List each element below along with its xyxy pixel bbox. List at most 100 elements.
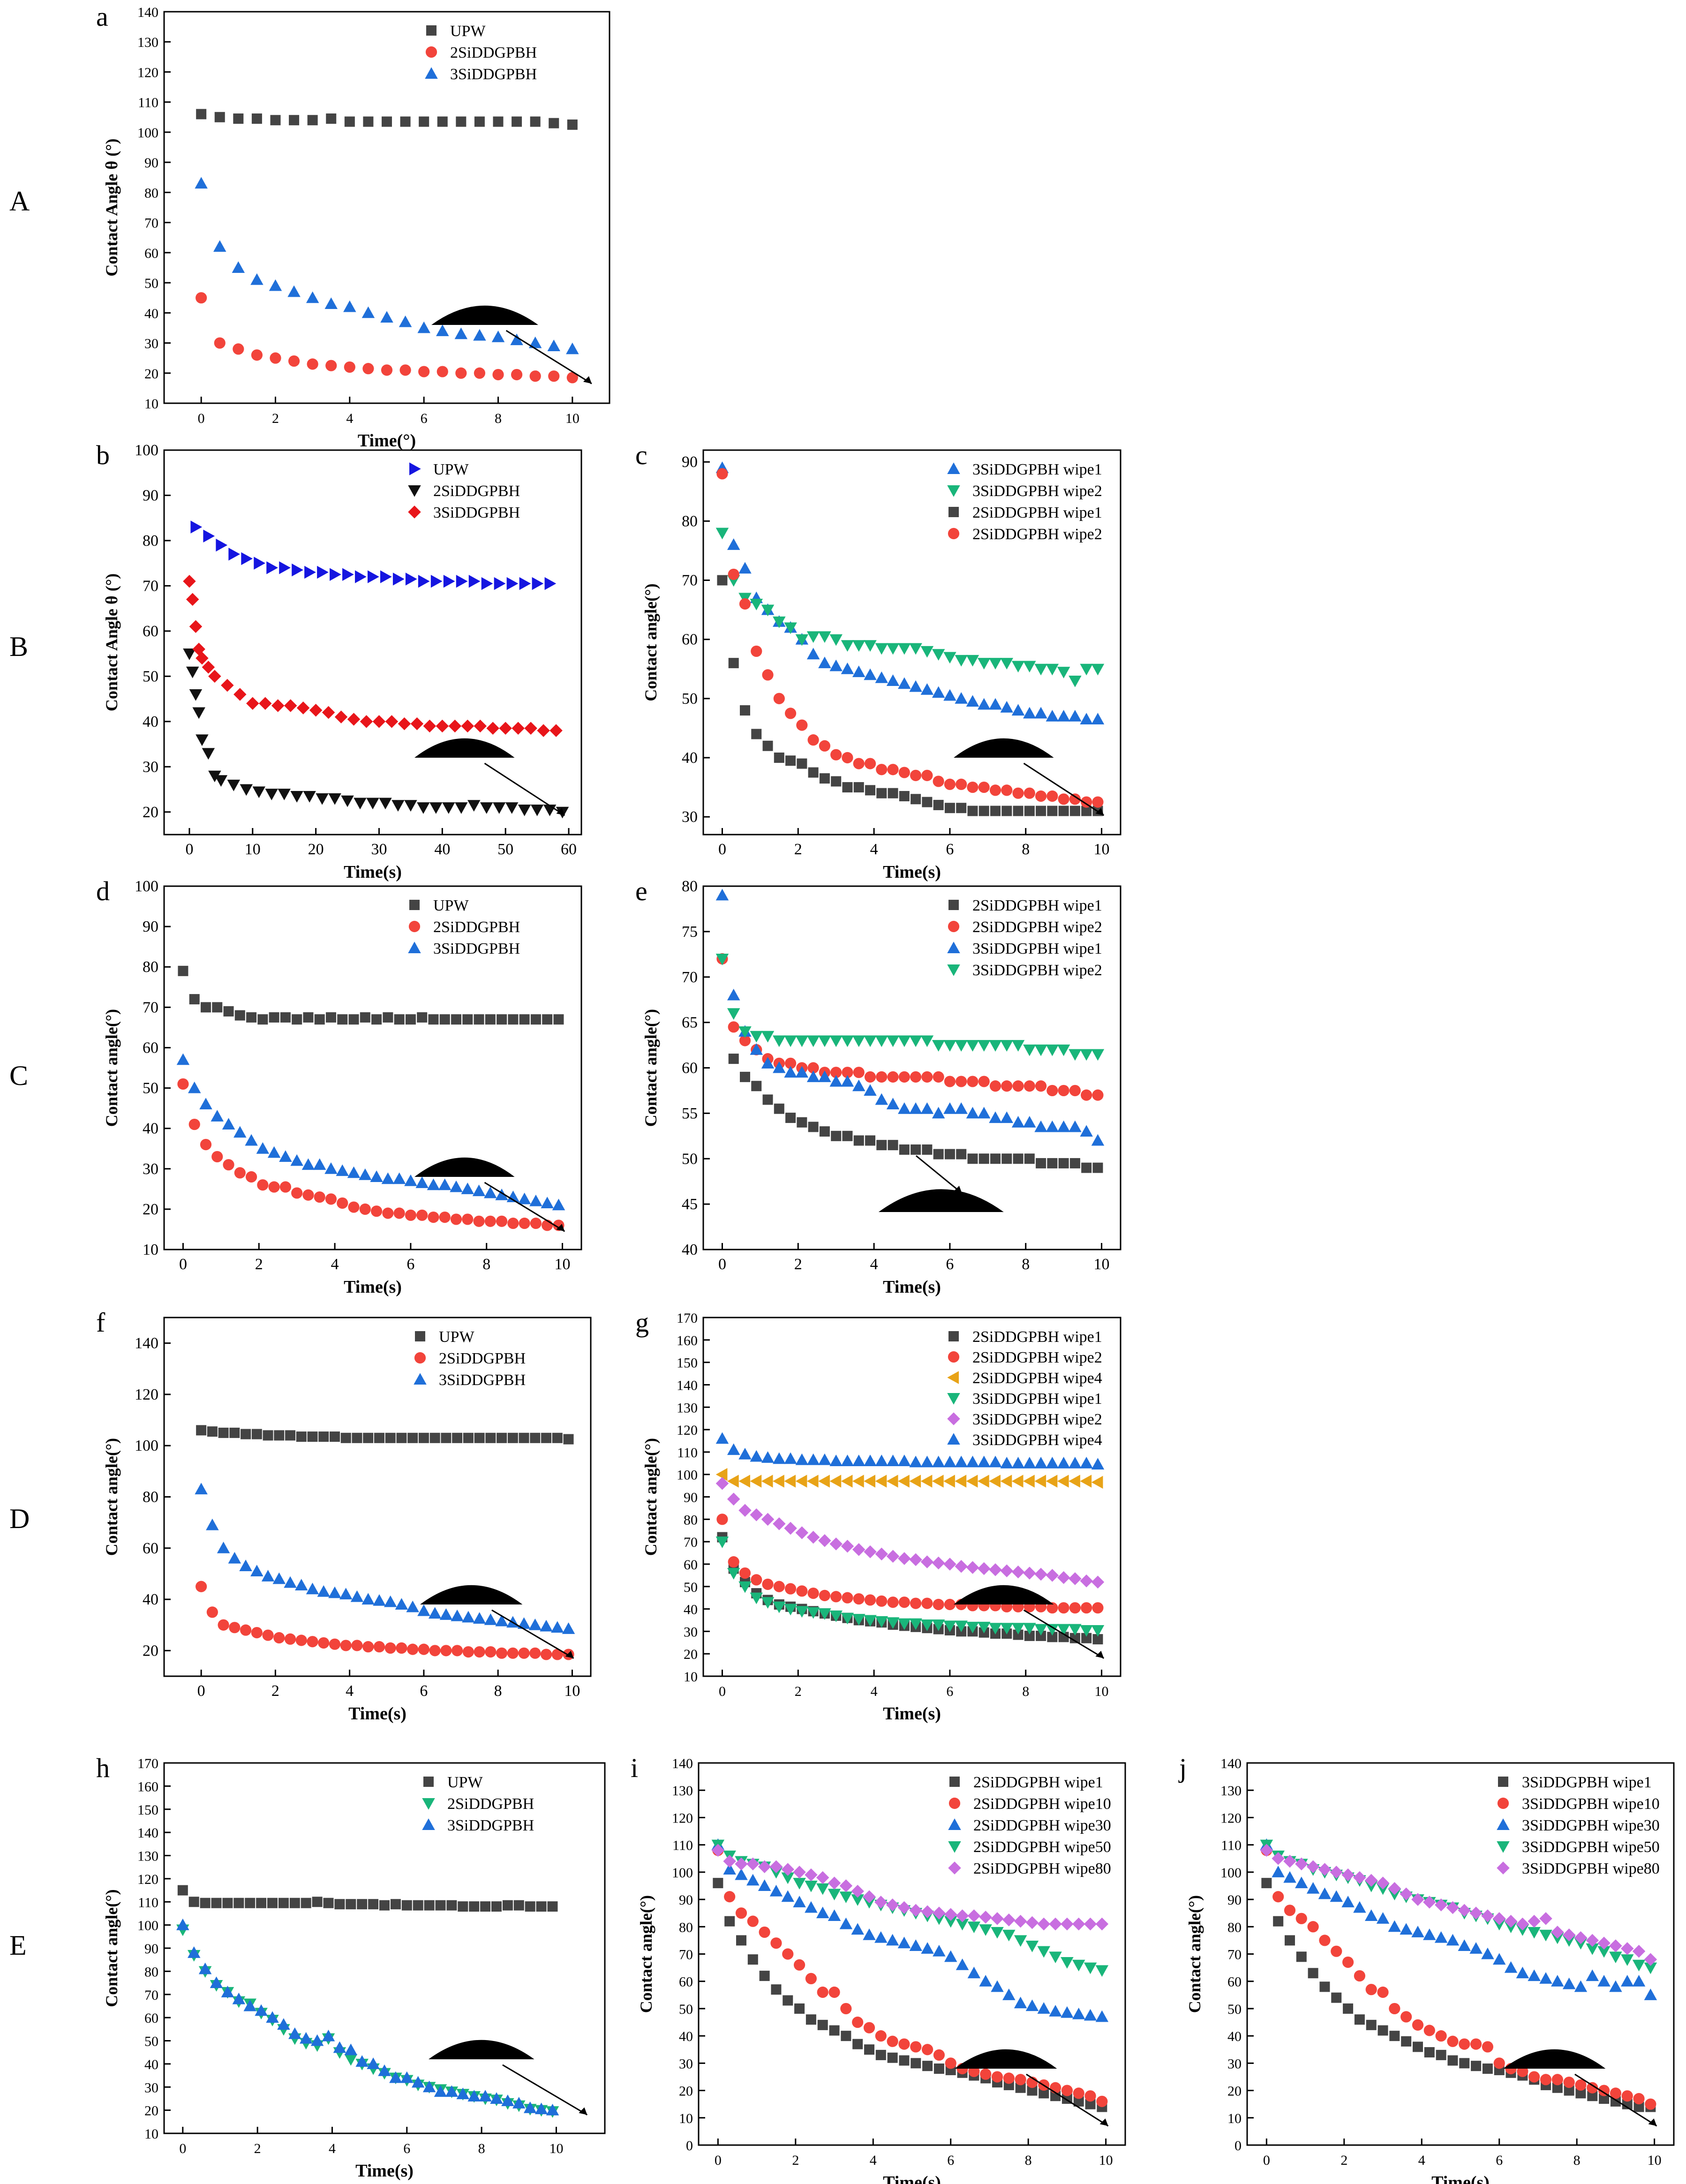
x-axis-label: Time(s) bbox=[883, 1704, 941, 1724]
data-point bbox=[932, 1040, 945, 1052]
data-point bbox=[1069, 1475, 1080, 1488]
legend-label: 3SiDDGPBH wipe80 bbox=[1522, 1860, 1660, 1877]
data-point bbox=[451, 1014, 461, 1025]
data-point bbox=[355, 2055, 369, 2067]
data-point bbox=[1272, 1891, 1284, 1903]
data-point bbox=[357, 1899, 368, 1910]
data-point bbox=[943, 1455, 956, 1468]
legend-label: 3SiDDGPBH bbox=[439, 1371, 526, 1389]
x-tick-label: 10 bbox=[1099, 2153, 1113, 2168]
data-point bbox=[1000, 1457, 1014, 1469]
data-point bbox=[956, 1909, 969, 1922]
y-tick-label: 120 bbox=[137, 1872, 158, 1887]
y-tick-label: 50 bbox=[143, 1080, 158, 1097]
data-point bbox=[455, 367, 467, 379]
legend-label: 3SiDDGPBH wipe1 bbox=[972, 461, 1102, 478]
data-point bbox=[1574, 1931, 1588, 1944]
data-point bbox=[1091, 1476, 1103, 1489]
y-tick-label: 30 bbox=[143, 1160, 158, 1178]
data-point bbox=[1058, 806, 1069, 816]
data-point bbox=[1341, 1896, 1355, 1907]
data-point bbox=[921, 1071, 933, 1083]
data-point bbox=[943, 1558, 956, 1571]
data-point bbox=[1284, 1905, 1296, 1916]
data-point bbox=[1091, 663, 1105, 676]
data-point bbox=[1283, 1854, 1296, 1868]
data-point bbox=[852, 640, 866, 652]
legend-label: 2SiDDGPBH wipe30 bbox=[973, 1817, 1111, 1834]
data-point bbox=[793, 1959, 805, 1971]
data-point bbox=[243, 1999, 256, 2011]
arrow-head-icon bbox=[1095, 1650, 1104, 1658]
data-point bbox=[317, 1585, 331, 1597]
data-point bbox=[1011, 661, 1025, 673]
data-point bbox=[201, 1002, 211, 1013]
y-tick-label: 60 bbox=[144, 246, 158, 261]
data-point bbox=[269, 279, 282, 291]
legend-label: 2SiDDGPBH wipe1 bbox=[972, 504, 1102, 521]
data-point bbox=[1330, 1890, 1343, 1902]
x-tick-label: 0 bbox=[719, 1684, 726, 1699]
data-point bbox=[887, 1597, 899, 1608]
data-point bbox=[966, 655, 979, 667]
data-point bbox=[852, 1543, 866, 1556]
data-point bbox=[469, 1901, 480, 1912]
data-point bbox=[563, 1434, 574, 1445]
data-point bbox=[384, 1595, 397, 1607]
y-tick-label: 130 bbox=[672, 1783, 693, 1799]
data-point bbox=[1330, 1866, 1343, 1879]
data-point bbox=[991, 2071, 1003, 2083]
data-point bbox=[750, 1450, 763, 1462]
y-tick-label: 100 bbox=[135, 878, 158, 895]
data-point bbox=[271, 699, 285, 712]
data-point bbox=[750, 1592, 763, 1604]
y-tick-label: 70 bbox=[684, 1535, 698, 1550]
data-point bbox=[899, 791, 910, 801]
data-point bbox=[1057, 1120, 1070, 1132]
data-point bbox=[1027, 2085, 1038, 2096]
data-point bbox=[807, 1587, 819, 1599]
data-point bbox=[399, 364, 411, 376]
data-point bbox=[751, 645, 762, 657]
data-point bbox=[436, 324, 449, 336]
data-point bbox=[818, 1453, 831, 1465]
data-point bbox=[828, 1909, 841, 1921]
data-point bbox=[728, 1556, 739, 1568]
x-tick-label: 6 bbox=[406, 1256, 414, 1273]
legend-marker bbox=[425, 67, 438, 79]
data-point bbox=[183, 575, 196, 588]
droplet-arrow bbox=[491, 1609, 574, 1659]
data-point bbox=[932, 686, 945, 698]
data-point bbox=[363, 1432, 374, 1443]
data-point bbox=[898, 643, 911, 655]
data-point bbox=[206, 1518, 219, 1530]
data-point bbox=[1058, 1602, 1069, 1614]
legend-label: 3SiDDGPBH wipe10 bbox=[1522, 1795, 1660, 1813]
chart-e: 0 2 4 6 8 10 40 45 50 55 60 65 70 75 80 Time(s) Contact … bbox=[635, 876, 1121, 1297]
data-point bbox=[898, 677, 911, 689]
y-axis-label: Contact angle(°) bbox=[637, 1895, 655, 2013]
legend-marker bbox=[415, 1331, 425, 1341]
data-point bbox=[1376, 1876, 1390, 1890]
data-point bbox=[211, 1110, 224, 1122]
data-point bbox=[1354, 2014, 1365, 2025]
data-point bbox=[360, 1012, 370, 1023]
y-tick-label: 20 bbox=[684, 1647, 698, 1662]
data-point bbox=[977, 658, 991, 670]
data-point bbox=[1013, 806, 1024, 816]
data-point bbox=[314, 1191, 325, 1203]
data-point bbox=[793, 1866, 806, 1879]
data-point bbox=[1049, 2082, 1061, 2094]
data-point bbox=[318, 1431, 329, 1442]
data-point bbox=[762, 669, 774, 681]
x-tick-label: 6 bbox=[420, 1682, 428, 1700]
data-point bbox=[795, 1526, 809, 1539]
data-point bbox=[886, 1454, 900, 1466]
data-point bbox=[322, 2029, 335, 2041]
data-point bbox=[1377, 1986, 1389, 1998]
data-point bbox=[773, 1035, 786, 1047]
chart-b: 0 10 20 30 40 50 60 20 30 40 50 60 70 80 90 100 Time(s) C… bbox=[96, 440, 582, 882]
data-point bbox=[1069, 1120, 1082, 1132]
data-point bbox=[333, 2041, 346, 2053]
data-point bbox=[214, 337, 226, 349]
